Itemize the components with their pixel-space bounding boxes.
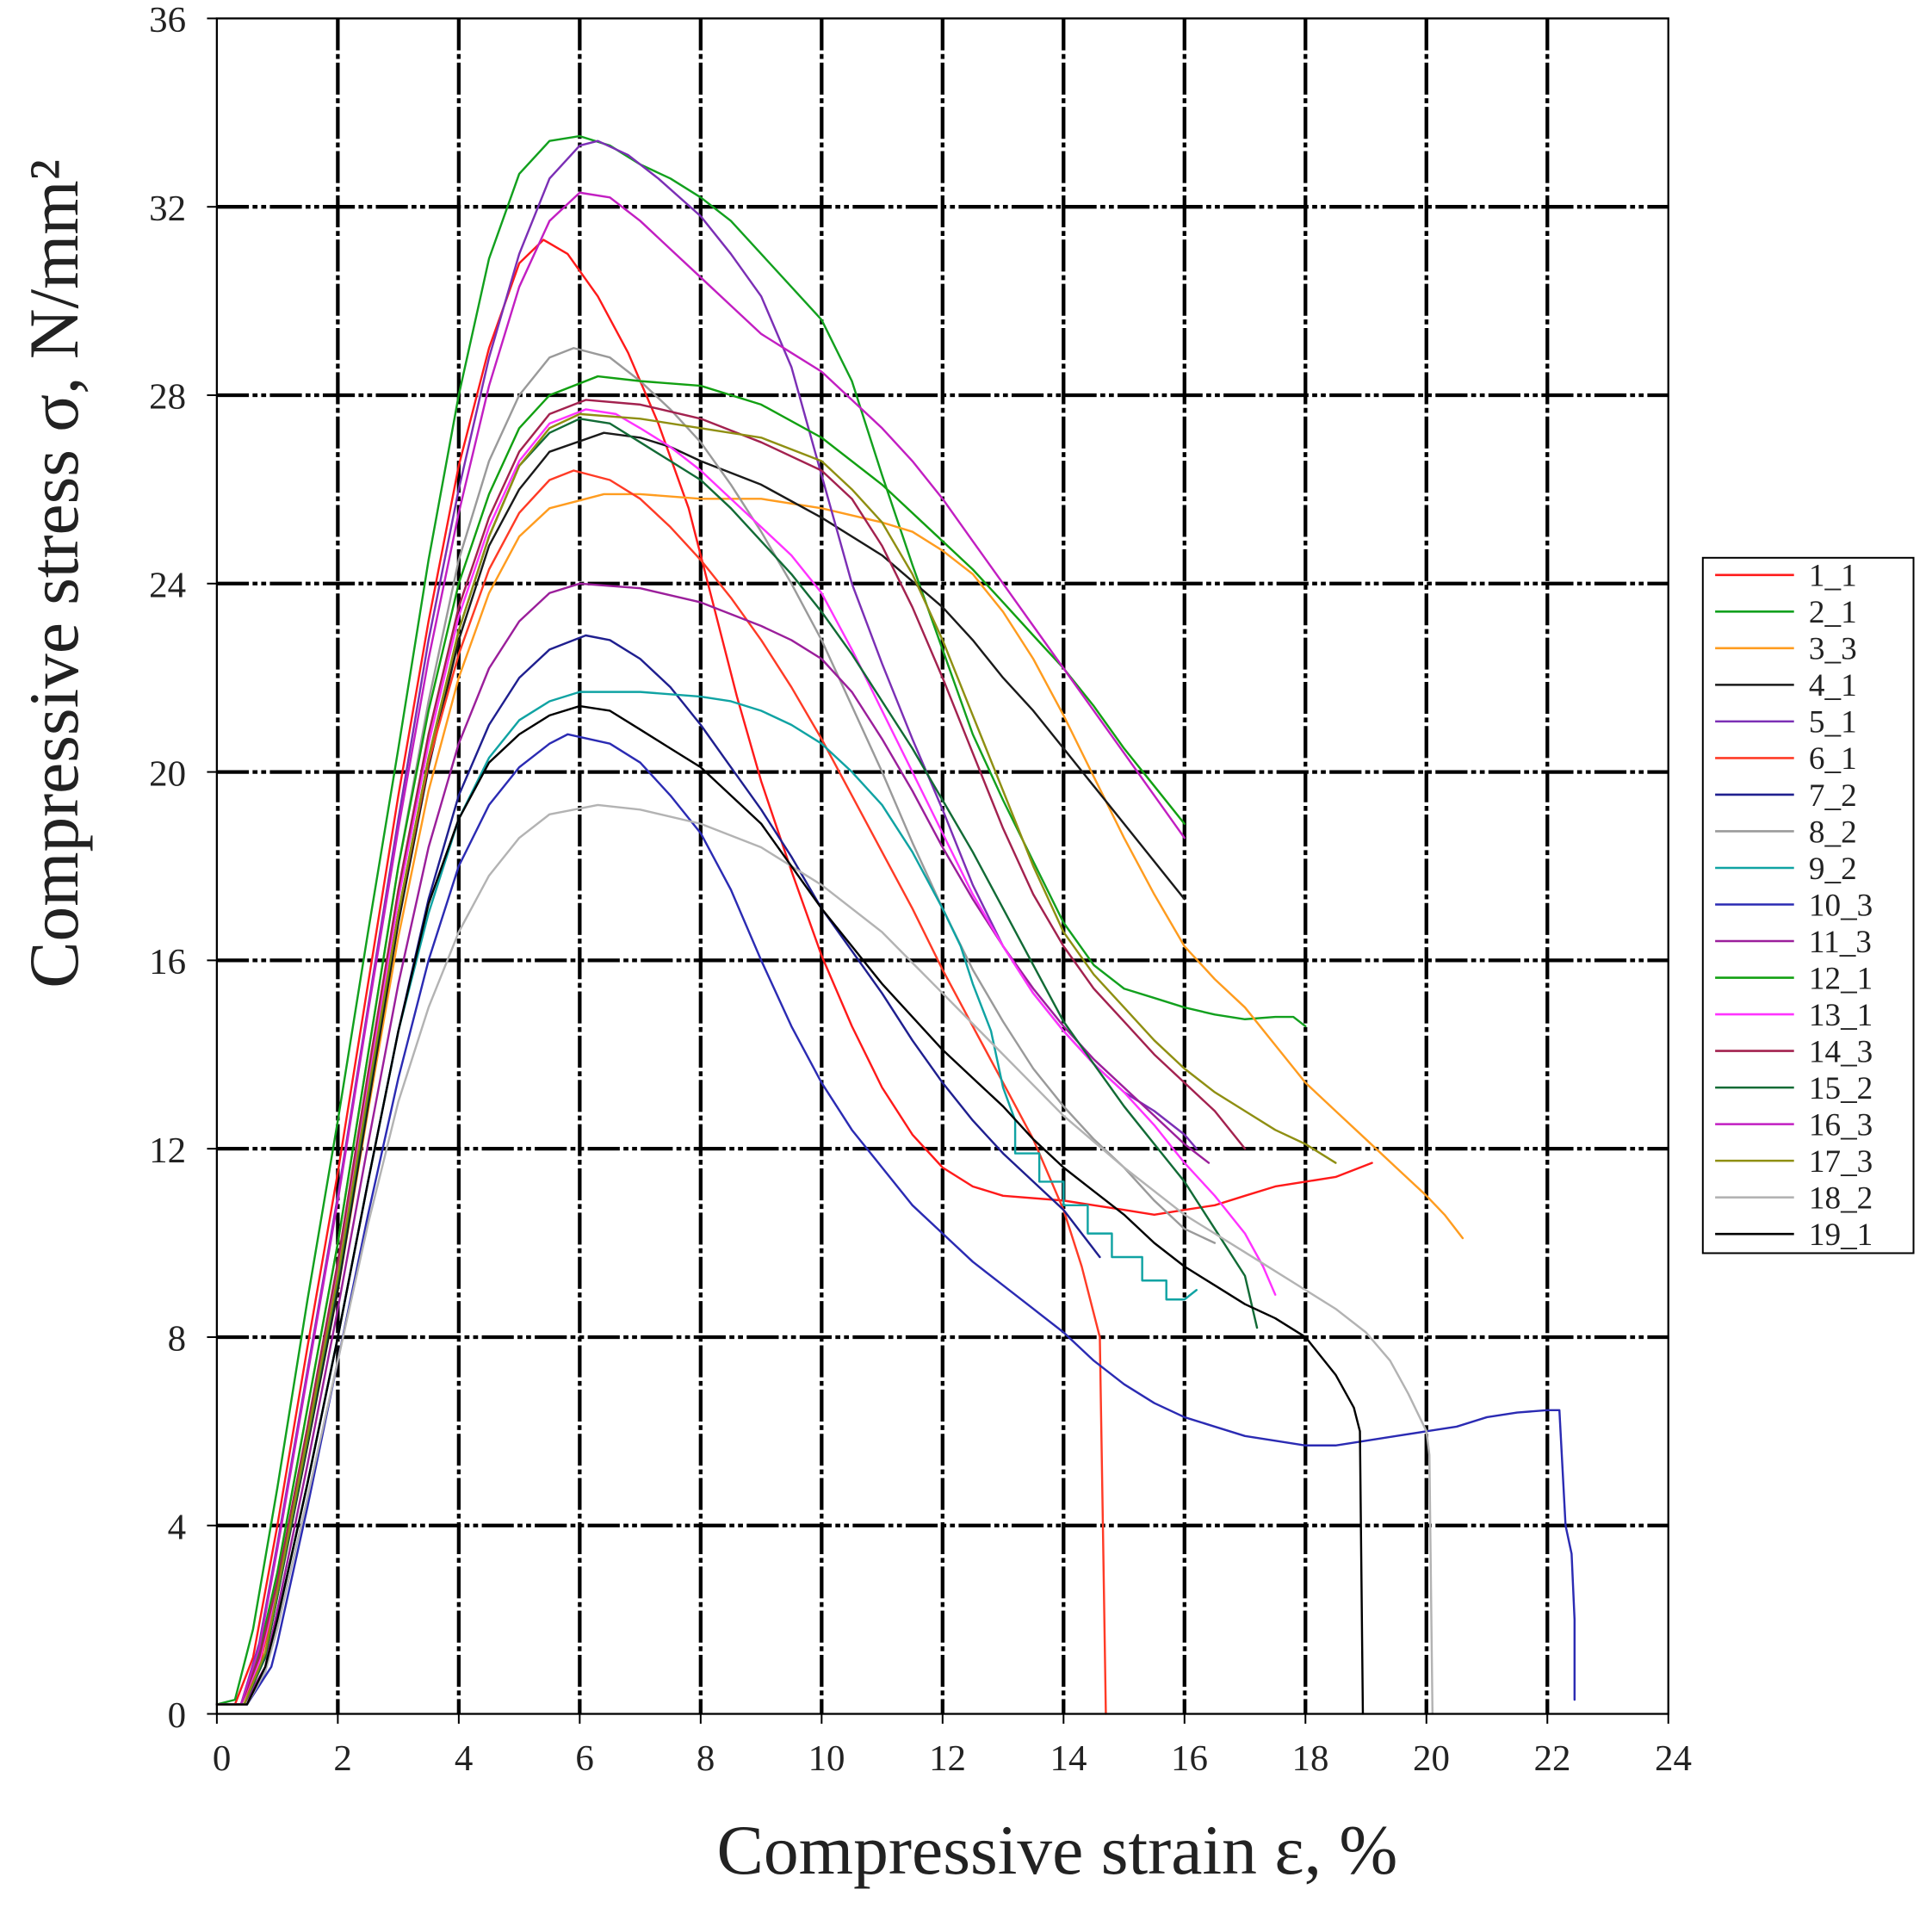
legend-label: 9_2 [1809, 852, 1857, 887]
legend-label: 15_2 [1809, 1071, 1873, 1106]
series-line-1_1 [215, 238, 1373, 1706]
legend-entry-7_2: 7_2 [1715, 778, 1857, 814]
x-tick-label: 2 [333, 1738, 351, 1779]
legend-label: 17_3 [1809, 1144, 1873, 1180]
legend-label: 1_1 [1809, 559, 1857, 594]
x-tick-label: 16 [1171, 1738, 1208, 1779]
x-tick-label: 14 [1050, 1738, 1087, 1779]
y-tick-label: 20 [149, 753, 186, 794]
y-tick-labels: 0 4 8 12 16 20 24 28 32 36 [149, 0, 186, 1736]
series-line-13_1 [215, 408, 1277, 1706]
series-line-4_1 [215, 431, 1186, 1706]
legend-entry-17_3: 17_3 [1715, 1144, 1873, 1180]
series-line-2_1 [215, 134, 1307, 1706]
series-line-16_3 [215, 191, 1186, 1706]
y-tick-label: 8 [168, 1319, 186, 1360]
legend-label: 4_1 [1809, 668, 1857, 703]
legend-entry-6_1: 6_1 [1715, 741, 1857, 777]
legend-entry-8_2: 8_2 [1715, 815, 1857, 850]
legend-label: 14_3 [1809, 1034, 1873, 1069]
legend-entry-5_1: 5_1 [1715, 705, 1857, 740]
legend-label: 10_3 [1809, 888, 1873, 923]
legend-label: 5_1 [1809, 705, 1857, 740]
legend-label: 8_2 [1809, 815, 1857, 850]
y-tick-label: 32 [149, 189, 186, 229]
legend-entry-10_3: 10_3 [1715, 888, 1873, 923]
series-line-3_3 [215, 492, 1464, 1706]
y-tick-label: 36 [149, 0, 186, 40]
legend-label: 7_2 [1809, 778, 1857, 814]
axis-ticks [207, 17, 1669, 1724]
series-line-12_1 [215, 375, 1186, 1706]
legend-entry-12_1: 12_1 [1715, 961, 1873, 996]
series-line-17_3 [215, 412, 1337, 1706]
y-tick-label: 24 [149, 566, 186, 606]
legend-label: 3_3 [1809, 632, 1857, 667]
legend-entry-15_2: 15_2 [1715, 1071, 1873, 1106]
legend-label: 11_3 [1809, 925, 1872, 960]
x-tick-label: 22 [1534, 1738, 1571, 1779]
series-line-14_3 [215, 399, 1247, 1706]
legend-label: 18_2 [1809, 1181, 1873, 1217]
legend-label: 13_1 [1809, 998, 1873, 1033]
legend-entry-16_3: 16_3 [1715, 1108, 1873, 1143]
legend-label: 2_1 [1809, 595, 1857, 630]
series-line-18_2 [215, 803, 1434, 1715]
y-axis-label: Compressive stress σ, N/mm² [15, 159, 93, 988]
x-tick-label: 10 [808, 1738, 845, 1779]
legend-label: 6_1 [1809, 741, 1857, 777]
legend-label: 19_1 [1809, 1217, 1873, 1253]
legend-entry-13_1: 13_1 [1715, 998, 1873, 1033]
legend-entry-11_3: 11_3 [1715, 925, 1872, 960]
legend-label: 16_3 [1809, 1108, 1873, 1143]
series-line-19_1 [215, 704, 1365, 1715]
x-tick-label: 18 [1292, 1738, 1329, 1779]
y-tick-label: 28 [149, 377, 186, 418]
x-tick-label: 24 [1655, 1738, 1692, 1779]
x-tick-label: 12 [929, 1738, 966, 1779]
series-lines [215, 134, 1576, 1715]
x-tick-label: 0 [213, 1738, 231, 1779]
legend-entry-9_2: 9_2 [1715, 852, 1857, 887]
x-tick-label: 20 [1413, 1738, 1450, 1779]
series-line-10_3 [215, 733, 1576, 1706]
legend-entry-3_3: 3_3 [1715, 632, 1857, 667]
legend-label: 12_1 [1809, 961, 1873, 996]
legend-entry-1_1: 1_1 [1715, 559, 1857, 594]
legend-entry-4_1: 4_1 [1715, 668, 1857, 703]
x-tick-label: 8 [697, 1738, 715, 1779]
legend-entry-14_3: 14_3 [1715, 1034, 1873, 1069]
y-tick-label: 16 [149, 942, 186, 982]
x-tick-labels: 0 2 4 6 8 10 12 14 16 18 20 22 24 [213, 1738, 1692, 1779]
legend: 1_12_13_34_15_16_17_28_29_210_311_312_11… [1701, 556, 1915, 1254]
y-tick-label: 12 [149, 1131, 186, 1171]
x-tick-label: 6 [575, 1738, 593, 1779]
y-tick-label: 0 [168, 1695, 186, 1736]
legend-entry-19_1: 19_1 [1715, 1217, 1873, 1253]
y-tick-label: 4 [168, 1508, 186, 1548]
x-tick-label: 4 [455, 1738, 473, 1779]
legend-entry-18_2: 18_2 [1715, 1181, 1873, 1217]
x-axis-label: Compressive strain ε, % [716, 1811, 1397, 1889]
legend-entry-2_1: 2_1 [1715, 595, 1857, 630]
